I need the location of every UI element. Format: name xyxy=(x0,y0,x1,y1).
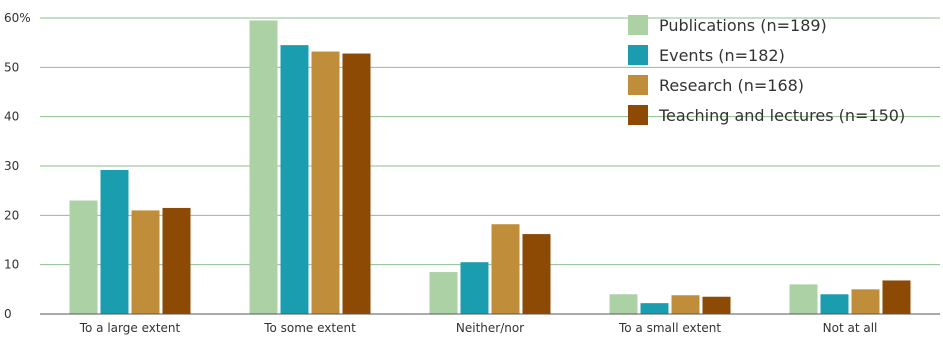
bar-events-4 xyxy=(640,303,669,314)
y-tick-label: 10 xyxy=(4,258,19,272)
legend-label: Research (n=168) xyxy=(659,76,804,95)
y-tick-label: 0 xyxy=(4,307,12,321)
bar-teaching-4 xyxy=(702,296,731,314)
bars xyxy=(69,20,911,315)
x-category-label: Not at all xyxy=(823,321,878,335)
legend-swatch xyxy=(628,15,648,35)
y-tick-label: 40 xyxy=(4,110,19,124)
bar-research-4 xyxy=(671,295,700,314)
bar-publications-1 xyxy=(69,200,98,314)
legend-label: Teaching and lectures (n=150) xyxy=(658,106,905,125)
bar-teaching-1 xyxy=(162,207,191,314)
legend: Publications (n=189) Events (n=182) Resear… xyxy=(628,15,905,125)
y-tick-label: 20 xyxy=(4,208,19,222)
bar-events-1 xyxy=(100,169,129,314)
legend-label: Events (n=182) xyxy=(659,46,785,65)
bar-research-3 xyxy=(491,224,520,314)
bar-events-2 xyxy=(280,45,309,315)
x-category-label: To a large extent xyxy=(79,321,181,335)
bar-research-1 xyxy=(131,210,160,314)
bar-events-5 xyxy=(820,294,849,314)
y-tick-label: 50 xyxy=(4,60,19,74)
bar-teaching-5 xyxy=(882,280,911,314)
bar-research-2 xyxy=(311,51,340,315)
bar-teaching-2 xyxy=(342,53,371,315)
x-category-label: To some extent xyxy=(263,321,356,335)
x-category-label: To a small extent xyxy=(618,321,721,335)
y-axis-ticks: 0 10 20 30 40 50 60% xyxy=(4,11,31,321)
y-tick-label: 60% xyxy=(4,11,31,25)
bar-research-5 xyxy=(851,289,880,314)
legend-swatch xyxy=(628,45,648,65)
bar-publications-4 xyxy=(609,294,638,314)
y-tick-label: 30 xyxy=(4,159,19,173)
bar-events-3 xyxy=(460,262,489,314)
legend-swatch xyxy=(628,75,648,95)
bar-publications-2 xyxy=(249,20,278,314)
x-axis-labels: To a large extent To some extent Neither/n… xyxy=(79,321,878,335)
legend-label: Publications (n=189) xyxy=(659,16,827,35)
x-category-label: Neither/nor xyxy=(456,321,524,335)
bar-publications-3 xyxy=(429,272,458,314)
legend-swatch xyxy=(628,105,648,125)
bar-teaching-3 xyxy=(522,234,551,314)
bar-publications-5 xyxy=(789,284,818,314)
